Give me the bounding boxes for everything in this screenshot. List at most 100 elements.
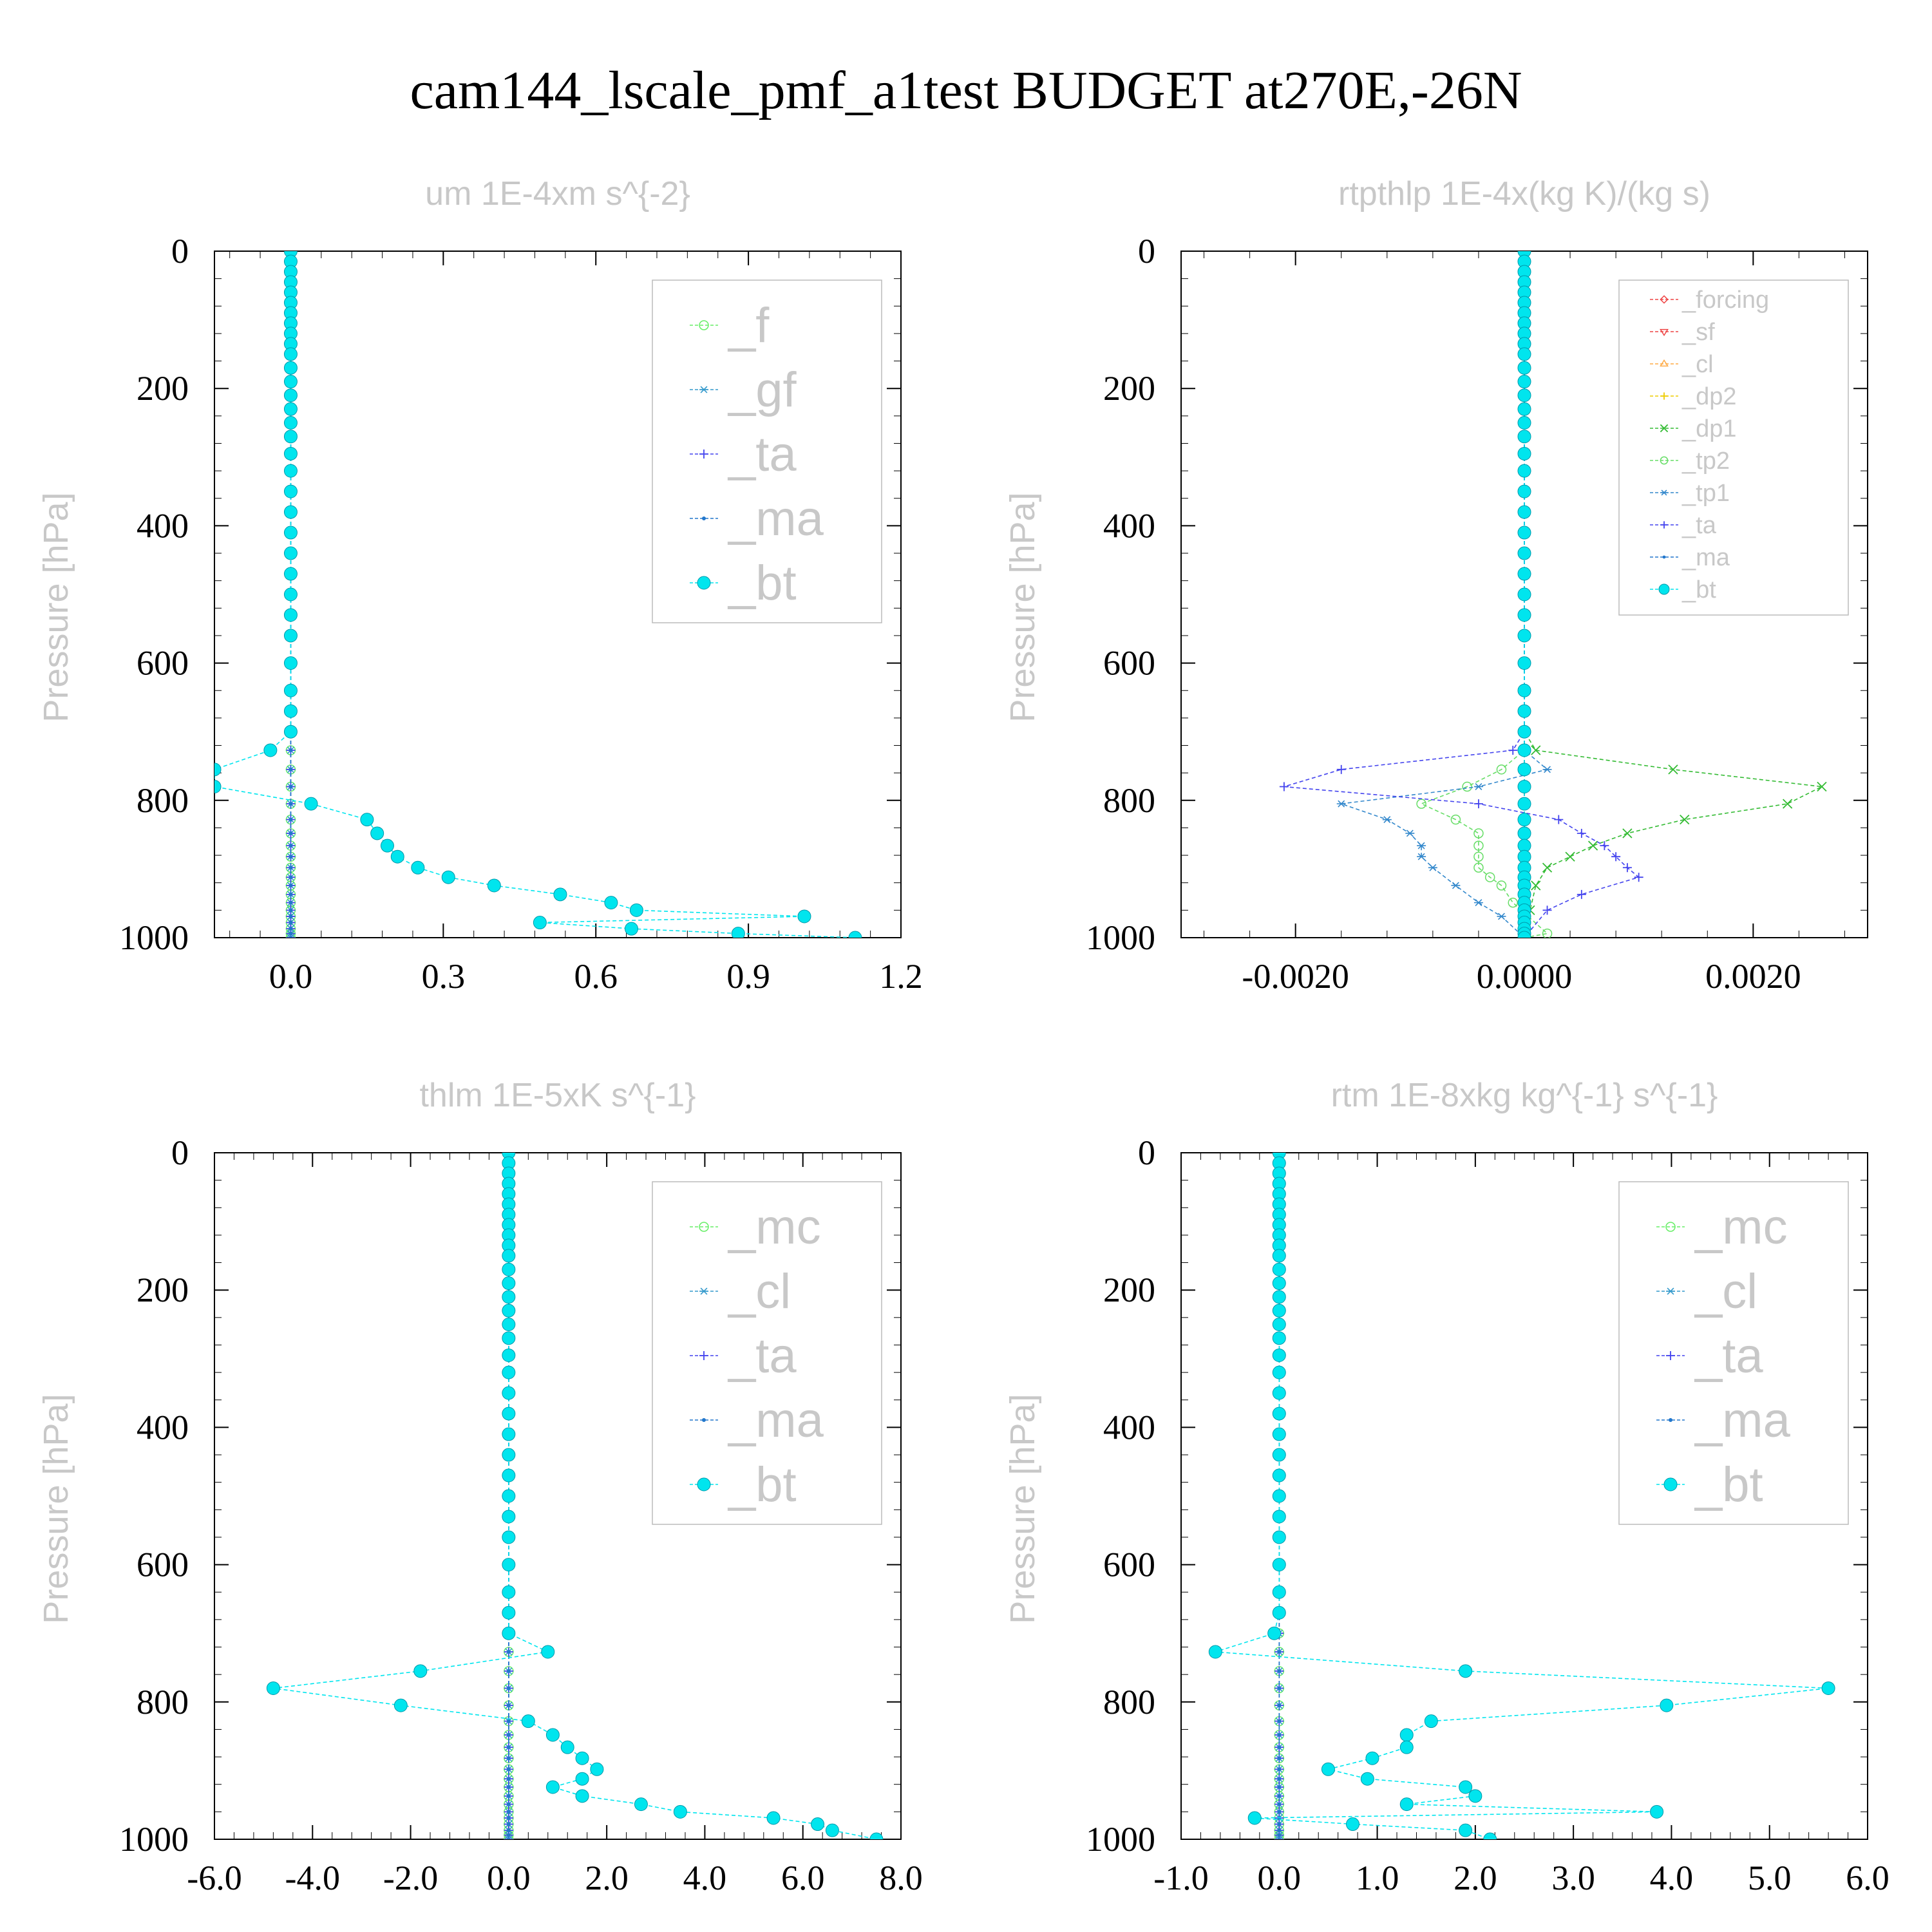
data-point-tp1: [1405, 829, 1415, 837]
data-point-ta: [1634, 873, 1643, 882]
data-point-bt: [1517, 416, 1531, 430]
data-point-bt: [1517, 430, 1531, 444]
legend-label: _forcing: [1681, 287, 1769, 314]
data-point-bt: [502, 1249, 516, 1263]
y-axis-label: Pressure [hPa]: [37, 1394, 75, 1624]
y-tick-label: 400: [1103, 1408, 1155, 1446]
data-point-tp1: [1497, 913, 1506, 920]
data-point-bt: [553, 887, 567, 902]
data-point-bt: [1517, 762, 1531, 777]
data-point-bt: [634, 1797, 648, 1812]
data-point-bt: [502, 1303, 516, 1318]
data-point-ma: [506, 1719, 511, 1723]
data-point-bt: [502, 1262, 516, 1276]
legend-marker: [702, 516, 706, 520]
data-point-bt: [283, 704, 298, 718]
data-point-dp1: [1531, 745, 1541, 755]
data-point-tp2: [1473, 851, 1484, 862]
data-point-ma: [506, 1828, 511, 1833]
legend-label: _bt: [727, 556, 797, 611]
data-point-bt: [1272, 1605, 1286, 1620]
legend-label: _ta: [1694, 1329, 1763, 1383]
y-axis-label: Pressure [hPa]: [1003, 1394, 1042, 1624]
data-point-bt: [283, 347, 298, 361]
data-point-bt: [521, 1714, 535, 1728]
data-point-tp2: [1496, 764, 1507, 775]
data-point-bt: [502, 1406, 516, 1421]
data-point-ma: [1277, 1802, 1282, 1806]
data-point-bt: [766, 1811, 781, 1825]
x-tick-label: 0.0: [269, 957, 313, 996]
y-tick-label: 0: [1138, 1133, 1155, 1172]
y-tick-label: 400: [137, 506, 189, 545]
chart-panel: thlm 1E-5xK s^{-1} Pressure [hPa] 0 200 400 6…: [37, 1077, 923, 1897]
data-point-tp1: [1473, 783, 1483, 790]
data-point-ma: [506, 1732, 511, 1737]
x-tick-label: 0.0000: [1477, 957, 1573, 996]
data-point-tp1: [1382, 816, 1392, 824]
data-point-dp1: [1542, 862, 1553, 873]
data-point-bt: [1517, 388, 1531, 402]
x-tick-label: 0.9: [726, 957, 770, 996]
legend-box: [1618, 279, 1849, 616]
data-point-bt: [1272, 1530, 1286, 1544]
data-point-bt: [283, 464, 298, 478]
legend-marker: [1660, 359, 1669, 367]
data-point-ta: [1577, 889, 1586, 899]
data-point-dp1: [1668, 764, 1678, 775]
data-point-bt: [283, 446, 298, 460]
y-tick-label: 0: [171, 1133, 189, 1172]
data-point-ma: [506, 1745, 511, 1750]
data-point-bt: [502, 1510, 516, 1524]
data-point-bt: [1517, 629, 1531, 643]
data-point-bt: [575, 1772, 589, 1786]
x-tick-label: 4.0: [683, 1859, 727, 1897]
data-point-bt: [1272, 1468, 1286, 1482]
x-tick-label: -4.0: [285, 1859, 340, 1897]
data-point-ma: [289, 920, 293, 925]
x-tick-label: 5.0: [1748, 1859, 1792, 1897]
legend-marker: [1666, 1351, 1675, 1360]
data-point-bt: [545, 1780, 560, 1794]
y-tick-label: 0: [1138, 232, 1155, 270]
data-point-bt: [283, 505, 298, 519]
legend-label: _ma: [1681, 544, 1730, 571]
data-point-bt: [1424, 1714, 1438, 1728]
data-point-tp2: [1508, 897, 1518, 908]
data-point-ma: [1277, 1785, 1282, 1789]
data-point-bt: [214, 762, 222, 777]
legend-label: _bt: [727, 1457, 797, 1512]
data-point-ma: [1277, 1703, 1282, 1708]
legend-box: [1618, 1181, 1849, 1525]
legend-label: _tp2: [1681, 448, 1730, 475]
data-point-ma: [506, 1810, 511, 1814]
data-point-ta: [1600, 841, 1609, 851]
legend-label: _cl: [727, 1264, 791, 1319]
legend-marker: [1662, 555, 1666, 559]
y-tick-label: 600: [137, 1546, 189, 1584]
data-point-ma: [1277, 1686, 1282, 1690]
legend-box: [652, 1181, 882, 1525]
data-point-bt: [1468, 1789, 1482, 1803]
y-tick-label: 800: [137, 1683, 189, 1721]
data-point-bt: [283, 629, 298, 643]
data-point-bt: [590, 1762, 604, 1776]
data-point-bt: [1459, 1664, 1473, 1678]
data-point-bt: [1517, 826, 1531, 840]
legend-label: _mc: [727, 1200, 821, 1255]
data-point-bt: [283, 724, 298, 739]
data-point-ma: [506, 1767, 511, 1772]
plot-area: [266, 1153, 884, 1839]
data-point-ma: [289, 831, 293, 835]
legend-label: _f: [727, 298, 770, 353]
data-point-bt: [1517, 526, 1531, 540]
data-point-bt: [1272, 1448, 1286, 1462]
data-point-ma: [506, 1669, 511, 1673]
legend-label: _ta: [727, 427, 797, 482]
panel-title: thlm 1E-5xK s^{-1}: [419, 1077, 696, 1114]
legend-marker: [1669, 1418, 1672, 1422]
data-point-bt: [848, 931, 862, 938]
data-point-tp2: [1416, 799, 1426, 809]
y-tick-label: 200: [137, 369, 189, 408]
data-point-bt: [304, 797, 318, 811]
